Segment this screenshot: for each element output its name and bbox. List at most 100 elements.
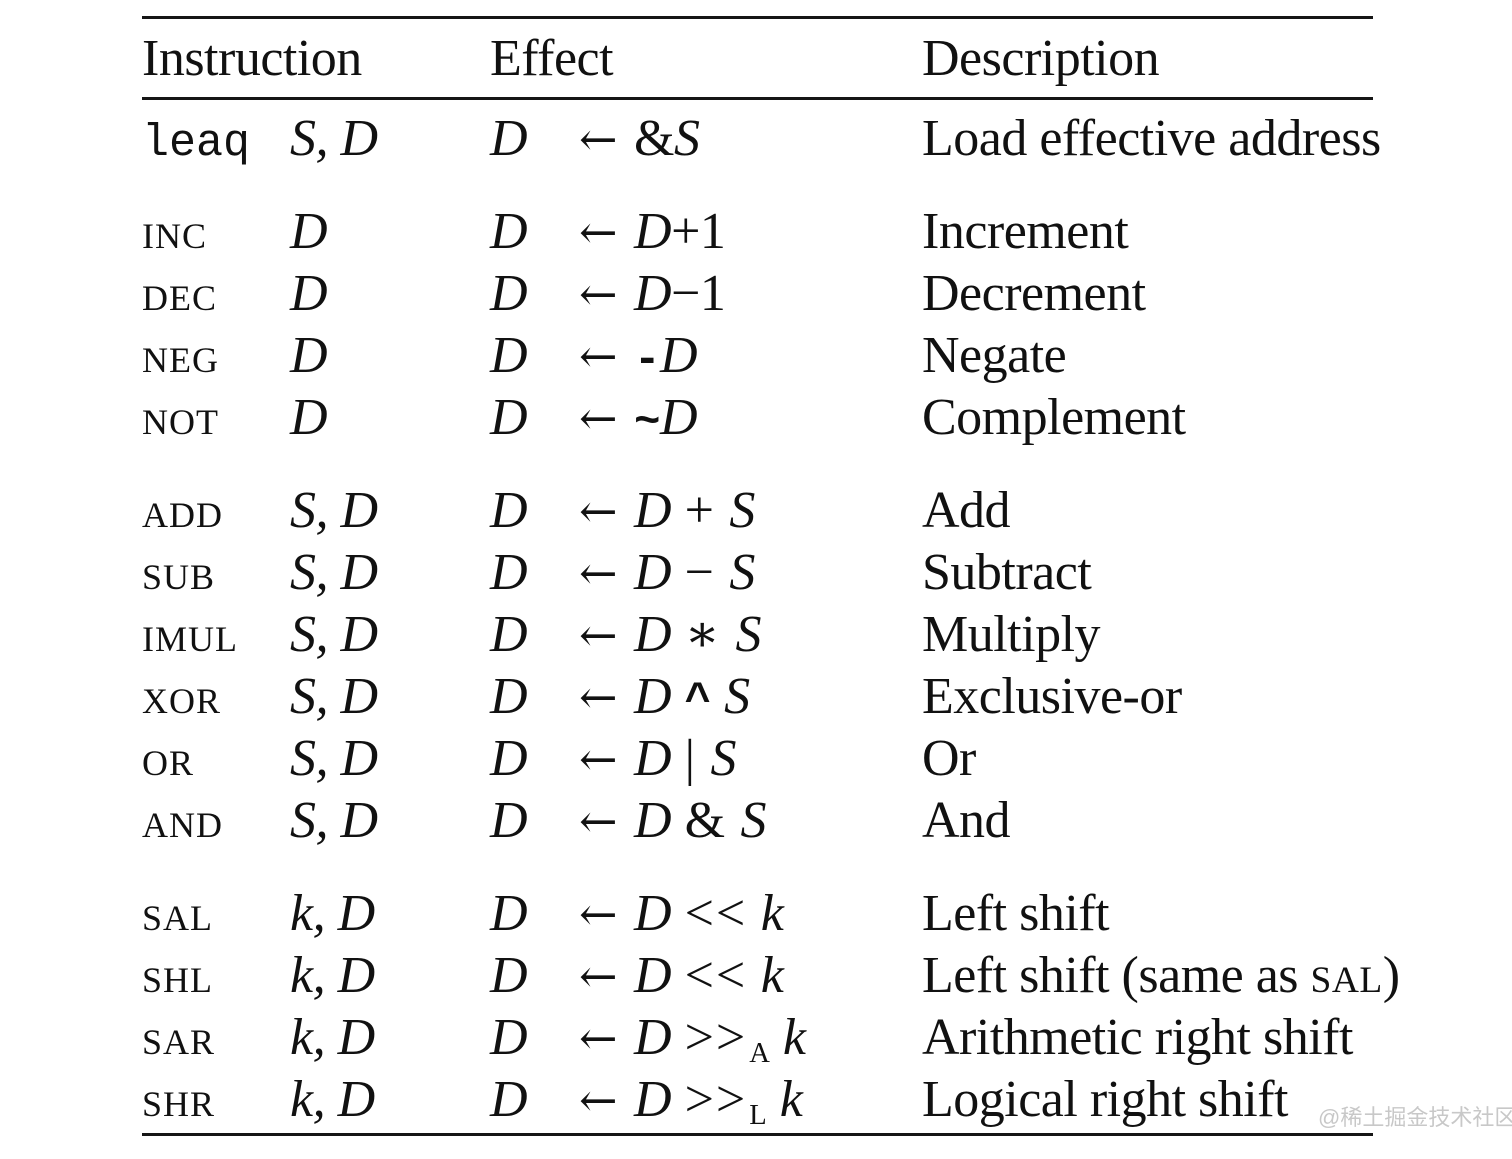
effect-expression: D & S xyxy=(634,792,767,849)
effect-destination: D xyxy=(490,110,528,167)
instruction-name: NOT xyxy=(142,402,219,442)
instruction-operands: D xyxy=(290,389,328,446)
instruction-operands: S, D xyxy=(290,482,378,539)
left-arrow-icon: ← xyxy=(578,670,618,724)
instruction-name: SHL xyxy=(142,960,214,1000)
effect-destination: D xyxy=(490,327,528,384)
instruction-name: ADD xyxy=(142,495,223,535)
description-cell: Left shift (same as SAL) xyxy=(922,947,1400,1004)
effect-destination: D xyxy=(490,606,528,663)
effect-expression: D << k xyxy=(634,885,784,942)
table-row: IMUL S, D D ← D ∗ S Multiply xyxy=(142,604,1373,666)
effect-destination: D xyxy=(490,730,528,787)
instruction-operands: S, D xyxy=(290,544,378,601)
left-arrow-icon: ← xyxy=(578,267,618,321)
description-cell: Logical right shift xyxy=(922,1071,1288,1128)
effect-destination: D xyxy=(490,203,528,260)
effect-destination: D xyxy=(490,1071,528,1128)
instruction-table: Instruction Effect Description leaq S, D… xyxy=(142,0,1400,1136)
instruction-name: AND xyxy=(142,805,223,845)
left-arrow-icon: ← xyxy=(578,205,618,259)
description-cell: Decrement xyxy=(922,265,1146,322)
left-arrow-icon: ← xyxy=(578,329,618,383)
description-cell: Exclusive-or xyxy=(922,668,1182,725)
instruction-name: XOR xyxy=(142,681,222,721)
left-arrow-icon: ← xyxy=(578,887,618,941)
effect-destination: D xyxy=(490,792,528,849)
instruction-name: DEC xyxy=(142,278,217,318)
table-rule-bottom xyxy=(142,1133,1373,1136)
description-cell: And xyxy=(922,792,1011,849)
instruction-name: OR xyxy=(142,743,195,783)
table-row: NEG D D ← -D Negate xyxy=(142,325,1373,387)
table-row: SUB S, D D ← D − S Subtract xyxy=(142,542,1373,604)
left-arrow-icon: ← xyxy=(578,1011,618,1065)
header-description: Description xyxy=(922,29,1160,87)
left-arrow-icon: ← xyxy=(578,484,618,538)
instruction-name: INC xyxy=(142,216,207,256)
table-rule-header xyxy=(142,97,1373,100)
watermark: @稀土掘金技术社区 xyxy=(1318,1105,1512,1130)
instruction-group: ADD S, D D ← D + S Add SUB S, D D ← D − S Su… xyxy=(142,480,1373,852)
instruction-operands: S, D xyxy=(290,110,378,167)
instruction-name: SAL xyxy=(142,898,214,938)
instruction-operands: k, D xyxy=(290,1071,375,1128)
effect-expression: D << k xyxy=(634,947,784,1004)
left-arrow-icon: ← xyxy=(578,608,618,662)
effect-expression: D + S xyxy=(634,482,755,539)
effect-expression: D ^ S xyxy=(634,668,750,727)
instruction-name: SHR xyxy=(142,1084,216,1124)
instruction-operands: S, D xyxy=(290,730,378,787)
effect-destination: D xyxy=(490,947,528,1004)
description-cell: Complement xyxy=(922,389,1186,446)
description-cell: Negate xyxy=(922,327,1067,384)
table-row: ADD S, D D ← D + S Add xyxy=(142,480,1373,542)
instruction-operands: k, D xyxy=(290,947,375,1004)
table-row: OR S, D D ← D | S Or xyxy=(142,728,1373,790)
left-arrow-icon: ← xyxy=(578,794,618,848)
instruction-name: NEG xyxy=(142,340,219,380)
effect-destination: D xyxy=(490,482,528,539)
description-cell: Add xyxy=(922,482,1011,539)
instruction-operands: D xyxy=(290,265,328,322)
description-cell: Or xyxy=(922,730,976,787)
instruction-operands: D xyxy=(290,203,328,260)
instruction-operands: D xyxy=(290,327,328,384)
effect-expression: -D xyxy=(634,327,698,386)
instruction-operands: S, D xyxy=(290,792,378,849)
effect-destination: D xyxy=(490,389,528,446)
table-row: NOT D D ← ~D Complement xyxy=(142,387,1373,449)
effect-destination: D xyxy=(490,885,528,942)
instruction-name: SUB xyxy=(142,557,216,597)
table-row: INC D D ← D+1 Increment xyxy=(142,201,1373,263)
left-arrow-icon: ← xyxy=(578,949,618,1003)
table-row: SHL k, D D ← D << k Left shift (same as SA… xyxy=(142,945,1400,1007)
left-arrow-icon: ← xyxy=(578,112,618,166)
effect-destination: D xyxy=(490,668,528,725)
table-rule-top xyxy=(142,16,1373,19)
table-body: leaq S, D D ← &S Load effective address … xyxy=(142,100,1400,1133)
table-row: SHR k, D D ← D >>L k Logical right shift xyxy=(142,1069,1373,1131)
table-row: SAL k, D D ← D << k Left shift xyxy=(142,883,1373,945)
effect-destination: D xyxy=(490,1009,528,1066)
left-arrow-icon: ← xyxy=(578,391,618,445)
description-cell: Load effective address xyxy=(922,110,1381,167)
left-arrow-icon: ← xyxy=(578,732,618,786)
instruction-operands: k, D xyxy=(290,885,375,942)
effect-expression: D | S xyxy=(634,730,737,787)
table-row: XOR S, D D ← D ^ S Exclusive-or xyxy=(142,666,1373,728)
effect-destination: D xyxy=(490,544,528,601)
left-arrow-icon: ← xyxy=(578,1073,618,1127)
left-arrow-icon: ← xyxy=(578,546,618,600)
table-row: DEC D D ← D−1 Decrement xyxy=(142,263,1373,325)
instruction-group: INC D D ← D+1 Increment DEC D D ← D−1 De… xyxy=(142,201,1373,449)
effect-expression: ~D xyxy=(634,389,698,448)
instruction-operands: S, D xyxy=(290,606,378,663)
description-cell: Left shift xyxy=(922,885,1110,942)
instruction-name: leaq xyxy=(142,118,251,169)
table-header: Instruction Effect Description xyxy=(142,19,1373,97)
description-cell: Multiply xyxy=(922,606,1101,663)
header-instruction: Instruction xyxy=(142,29,362,87)
effect-expression: D − S xyxy=(634,544,755,601)
